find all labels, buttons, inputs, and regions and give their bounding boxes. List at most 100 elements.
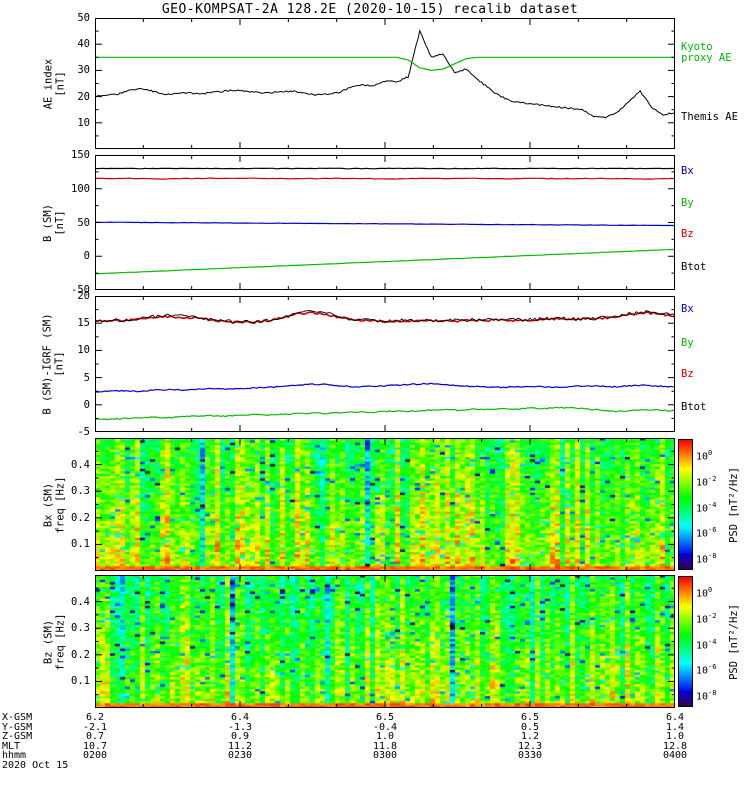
axis-tick-value: -0.4 (372, 721, 398, 733)
ylabel-line: B (SM) (42, 203, 54, 242)
y-tick-label: -50 (71, 284, 90, 296)
y-tick-label: -5 (77, 426, 90, 438)
colorbar-tick-label: 10-4 (696, 637, 717, 651)
colorbar-tick-label: 10-4 (696, 500, 717, 514)
axis-tick-value: 6.5 (520, 712, 540, 723)
series-label-bx: Bx (681, 164, 694, 177)
series-label-btot: Btot (681, 401, 707, 414)
y-tick-label: 5 (83, 371, 90, 384)
ylabel-bx-spectrogram: Bx (SM) freq [Hz] (38, 438, 70, 571)
bz-spectrogram-canvas (95, 575, 675, 708)
axis-tick-value: 0200 (82, 750, 108, 762)
series-label-bx: Bx (681, 303, 694, 316)
y-tick-label: 40 (77, 38, 90, 51)
axis-tick-value: 6.4 (230, 712, 250, 723)
ylabel-unit: freq [Hz] (54, 613, 66, 670)
y-tick-label: 0.2 (71, 511, 90, 524)
ae-index-plot (95, 18, 675, 149)
axis-tick-value: 1.0 (665, 731, 685, 743)
colorbar-tick-label: 10-2 (696, 474, 717, 489)
y-tick-label: 50 (77, 216, 90, 229)
axis-tick-value: 0.5 (520, 721, 540, 733)
colorbar-bx-canvas (679, 440, 692, 569)
axis-tick-value: 0230 (227, 750, 253, 762)
bz-spectrogram-axes (95, 575, 675, 708)
y-tick-label: 0.1 (71, 675, 90, 688)
axis-tick-value: -2.1 (82, 721, 108, 733)
series-label-bz: Bz (681, 228, 694, 241)
ylabel-bz-spectrogram: Bz (SM) freq [Hz] (38, 575, 70, 708)
axis-tick-value: -1.3 (227, 721, 253, 733)
y-tick-label: 15 (77, 317, 90, 330)
panel-b-minus-igrf (95, 296, 675, 432)
axis-tick-value: 0400 (662, 750, 688, 762)
colorbar-label-bz: PSD [nT²/Hz] (720, 575, 748, 708)
y-tick-label: 0.3 (71, 485, 90, 498)
colorbar-tick-label: 10-6 (696, 663, 717, 677)
colorbar-tick-label: 100 (696, 448, 713, 463)
colorbar-tick-label: 10-8 (696, 552, 717, 566)
bx-spectrogram-axes (95, 438, 675, 571)
axis-row-label: Z-GSM (2, 731, 33, 743)
y-tick-label: 0 (83, 250, 90, 263)
y-tick-label: 10 (77, 116, 90, 129)
series-label-by: By (681, 337, 694, 350)
ylabel-b-minus-igrf: B (SM)-IGRF (SM) [nT] (38, 296, 70, 432)
axis-tick-value: 0330 (517, 750, 543, 762)
panel-bz-spectrogram (95, 575, 675, 708)
colorbar-bx (678, 439, 693, 570)
y-tick-label: 0.4 (71, 458, 90, 471)
axis-tick-value: 11.2 (227, 740, 253, 752)
y-tick-label: 150 (71, 149, 90, 161)
axis-tick-value: 1.2 (520, 731, 540, 743)
axis-tick-value: 12.8 (662, 740, 688, 752)
colorbar-label-bx: PSD [nT²/Hz] (720, 438, 748, 571)
axis-tick-value: 0300 (372, 750, 398, 762)
y-tick-label: 50 (77, 12, 90, 24)
bx-spectrogram-canvas (95, 438, 675, 571)
series-label-kyoto: Kyoto proxy AE (681, 41, 732, 65)
b-sm-plot (95, 155, 675, 290)
axis-tick-value: 0.7 (85, 731, 105, 743)
axis-tick-value: 6.4 (665, 712, 685, 723)
ylabel-line: B (SM)-IGRF (SM) (42, 313, 54, 415)
panel-bx-spectrogram (95, 438, 675, 571)
ylabel-ae-index: AE index [nT] (38, 18, 70, 149)
axis-row-label: hhmm (2, 750, 27, 762)
axis-row-label: X-GSM (2, 712, 33, 723)
axis-tick-value: 10.7 (82, 740, 108, 752)
panel-b-sm (95, 155, 675, 290)
ylabel-line: AE index (42, 58, 55, 109)
y-tick-label: 30 (77, 64, 90, 77)
y-tick-label: 0.3 (71, 622, 90, 635)
axis-tick-value: 0.9 (230, 731, 250, 743)
colorbar-tick-label: 100 (696, 585, 713, 600)
y-tick-label: 0.4 (71, 595, 90, 608)
axis-tick-value: 1.0 (375, 731, 395, 743)
y-tick-label: 20 (77, 90, 90, 103)
axis-tick-value: 12.3 (517, 740, 543, 752)
colorbar-label-text: PSD [nT²/Hz] (728, 466, 741, 543)
colorbar-tick-label: 10-6 (696, 526, 717, 540)
series-label-btot: Btot (681, 260, 707, 273)
y-tick-label: 0 (83, 398, 90, 411)
colorbar-tick-label: 10-8 (696, 689, 717, 703)
y-tick-label: 0.2 (71, 648, 90, 661)
ylabel-unit: freq [Hz] (54, 476, 66, 533)
series-label-bz: Bz (681, 368, 694, 381)
axis-row-label: MLT (2, 740, 21, 752)
axis-tick-value: 11.8 (372, 740, 398, 752)
axis-row-label: Y-GSM (2, 721, 33, 733)
y-tick-label: 10 (77, 344, 90, 357)
date-label: 2020 Oct 15 (2, 760, 69, 771)
panel-ae-index (95, 18, 675, 149)
ylabel-line: Bz (SM) (42, 619, 54, 664)
axis-tick-value: 6.2 (85, 712, 105, 723)
b-minus-igrf-plot (95, 296, 675, 432)
y-tick-label: 0.1 (71, 538, 90, 551)
figure-title: GEO-KOMPSAT-2A 128.2E (2020-10-15) recal… (161, 2, 579, 17)
colorbar-tick-label: 10-2 (696, 611, 717, 626)
series-label-themis-ae: Themis AE (681, 111, 738, 124)
y-tick-label: 100 (71, 182, 90, 195)
